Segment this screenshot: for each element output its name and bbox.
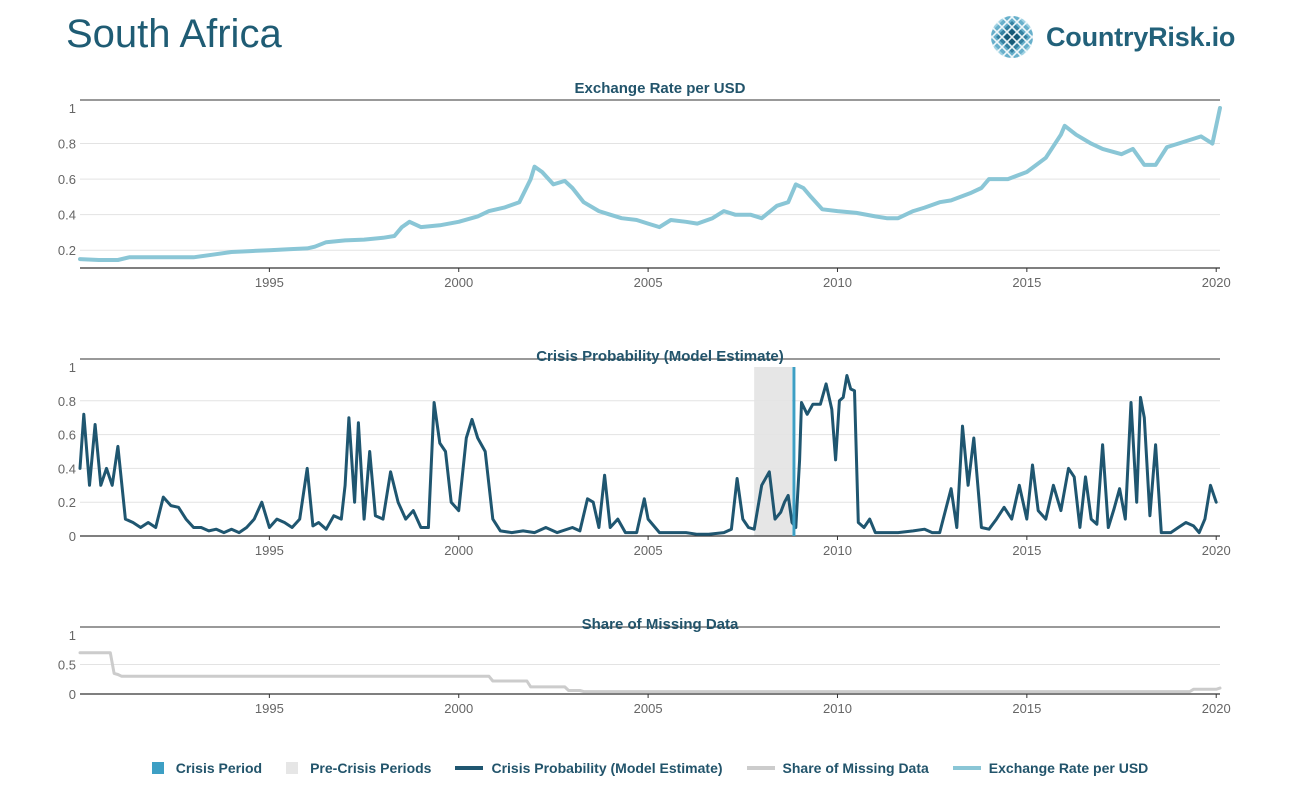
page-title: South Africa — [66, 12, 282, 56]
legend-item[interactable]: Pre-Crisis Periods — [286, 760, 431, 776]
x-tick-label: 2010 — [823, 543, 852, 558]
x-tick-label: 2000 — [444, 543, 473, 558]
y-tick-label: 0.2 — [58, 243, 76, 258]
legend-item[interactable]: Crisis Probability (Model Estimate) — [455, 760, 723, 776]
x-tick-label: 1995 — [255, 275, 284, 290]
legend-label: Crisis Period — [175, 760, 263, 776]
y-tick-label: 0.5 — [58, 658, 76, 673]
legend-label: Exchange Rate per USD — [988, 760, 1149, 776]
legend-label: Pre-Crisis Periods — [310, 760, 432, 776]
y-tick-label: 1 — [69, 101, 76, 116]
legend-swatch — [151, 762, 164, 774]
x-tick-label: 2015 — [1012, 275, 1041, 290]
y-tick-label: 0.6 — [58, 428, 76, 443]
legend-swatch — [286, 762, 299, 774]
x-tick-label: 2005 — [634, 543, 663, 558]
x-tick-label: 2005 — [634, 701, 663, 716]
chart-panel-1: 0.2 0.4 0.6 0.8 1 Exchange Rate per USD 1995 20… — [58, 80, 1231, 290]
brand-logo[interactable]: CountryRisk.io — [990, 14, 1235, 60]
y-tick-label: 0.4 — [58, 461, 76, 476]
brand-name: CountryRisk.io — [1046, 21, 1236, 52]
x-tick-label: 2015 — [1012, 701, 1041, 716]
globe-icon — [991, 16, 1033, 58]
y-tick-label: 0 — [69, 687, 76, 702]
chart-panel-2: 0 0.2 0.4 0.6 0.8 1 Crisis Probability (Model … — [58, 348, 1231, 558]
y-tick-label: 1 — [69, 628, 76, 643]
legend-swatch — [455, 766, 484, 770]
series-line — [78, 651, 1222, 694]
x-tick-label: 2015 — [1012, 543, 1041, 558]
chart-panel-3: 0 0.5 1 Share of Missing Data 1995 2000 2005 20… — [58, 616, 1231, 716]
y-tick-label: 0.4 — [58, 208, 76, 223]
y-tick-label: 0.8 — [58, 137, 76, 152]
x-tick-label: 2005 — [634, 275, 663, 290]
chart-title: Exchange Rate per USD — [575, 80, 746, 97]
x-tick-label: 2020 — [1202, 543, 1231, 558]
x-tick-label: 2000 — [444, 275, 473, 290]
series-line — [78, 106, 1222, 262]
legend-swatch — [746, 766, 775, 770]
x-tick-label: 2010 — [823, 275, 852, 290]
legend-item[interactable]: Exchange Rate per USD — [952, 760, 1149, 776]
y-tick-label: 0 — [69, 529, 76, 544]
legend: Crisis Period Pre-Crisis Periods Crisis Pr… — [0, 760, 1300, 776]
charts-canvas: 0.2 0.4 0.6 0.8 1 Exchange Rate per USD 1995 20… — [58, 80, 1231, 716]
legend-item[interactable]: Crisis Period — [151, 760, 263, 776]
x-tick-label: 2010 — [823, 701, 852, 716]
legend-item[interactable]: Share of Missing Data — [746, 760, 929, 776]
x-tick-label: 2000 — [444, 701, 473, 716]
series-line — [78, 374, 1218, 536]
chart-title: Share of Missing Data — [582, 616, 739, 633]
legend-swatch — [952, 766, 981, 770]
y-tick-label: 0.2 — [58, 495, 76, 510]
x-tick-label: 1995 — [255, 543, 284, 558]
y-tick-label: 1 — [69, 360, 76, 375]
legend-label: Share of Missing Data — [782, 760, 929, 776]
y-tick-label: 0.8 — [58, 394, 76, 409]
x-tick-label: 2020 — [1202, 275, 1231, 290]
y-tick-label: 0.6 — [58, 172, 76, 187]
legend-label: Crisis Probability (Model Estimate) — [491, 760, 723, 776]
x-tick-label: 1995 — [255, 701, 284, 716]
chart-title: Crisis Probability (Model Estimate) — [536, 348, 784, 365]
x-tick-label: 2020 — [1202, 701, 1231, 716]
